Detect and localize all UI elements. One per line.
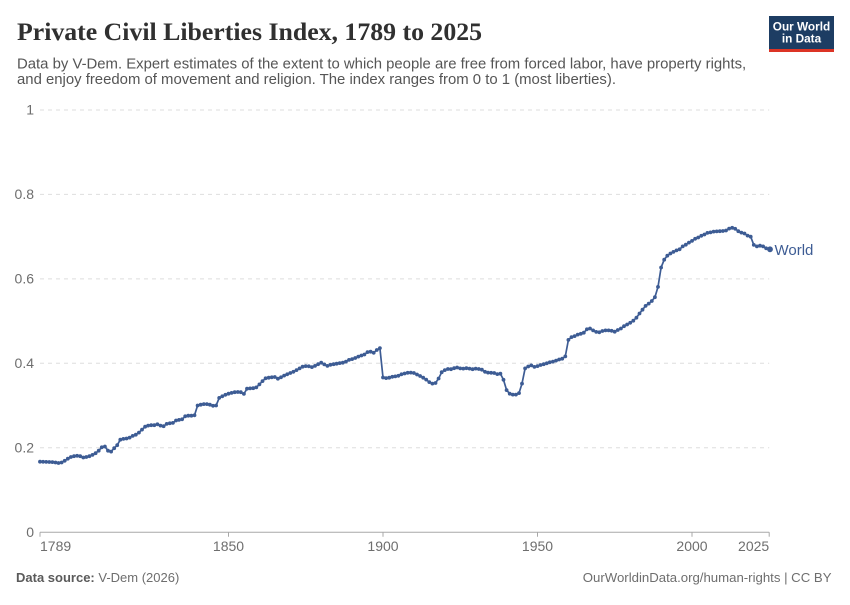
svg-text:in Data: in Data: [782, 32, 822, 46]
svg-text:2025: 2025: [738, 538, 769, 554]
svg-text:1950: 1950: [522, 538, 553, 554]
svg-text:Data source: V-Dem (2026): Data source: V-Dem (2026): [16, 570, 179, 585]
svg-text:1900: 1900: [367, 538, 398, 554]
svg-text:1789: 1789: [40, 538, 71, 554]
svg-text:Our World: Our World: [773, 20, 830, 34]
svg-text:and enjoy freedom of movement: and enjoy freedom of movement and religi…: [17, 72, 616, 88]
svg-text:0.8: 0.8: [15, 186, 35, 202]
svg-text:1850: 1850: [213, 538, 244, 554]
svg-text:1: 1: [26, 102, 34, 118]
svg-text:0.6: 0.6: [15, 270, 35, 286]
svg-text:2000: 2000: [676, 538, 707, 554]
svg-text:World: World: [775, 242, 814, 259]
svg-text:Data by V-Dem. Expert estimate: Data by V-Dem. Expert estimates of the e…: [17, 56, 746, 72]
svg-text:0.4: 0.4: [15, 355, 35, 371]
svg-text:0.2: 0.2: [15, 439, 35, 455]
svg-text:OurWorldinData.org/human-right: OurWorldinData.org/human-rights | CC BY: [583, 570, 832, 585]
svg-text:Private Civil Liberties Index,: Private Civil Liberties Index, 1789 to 2…: [17, 17, 482, 46]
svg-text:0: 0: [26, 524, 34, 540]
